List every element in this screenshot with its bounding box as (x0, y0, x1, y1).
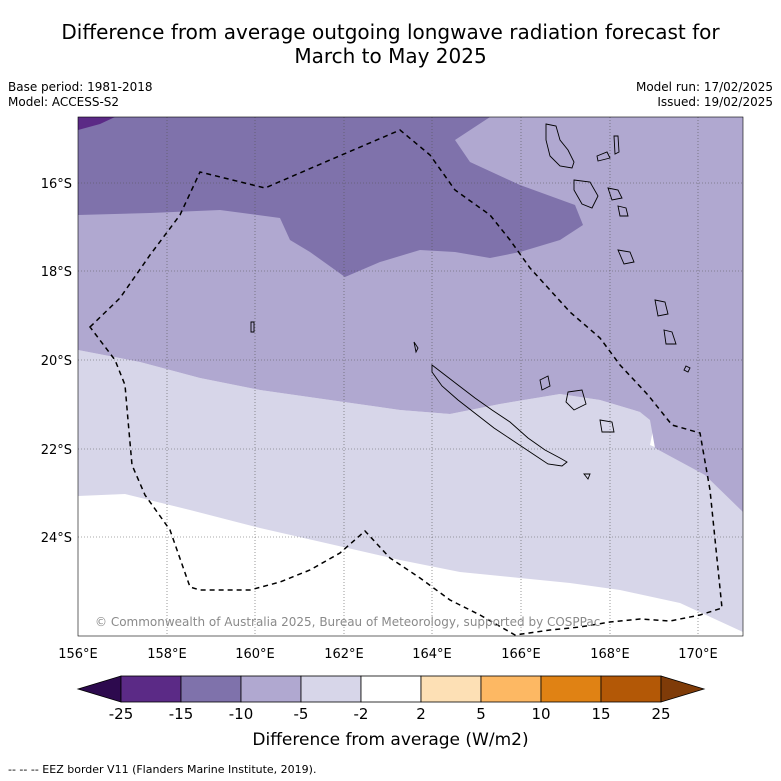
lon-label: 170°E (678, 647, 718, 662)
meta-left: Base period: 1981-2018 Model: ACCESS-S2 (8, 80, 153, 110)
chart-title: Difference from average outgoing longwav… (0, 20, 781, 68)
lat-label: 22°S (41, 443, 72, 458)
vanuatu-efate (617, 249, 635, 265)
eez-border (89, 129, 723, 636)
anomaly-band-white-south (78, 494, 743, 636)
colorbar-tick: 2 (416, 705, 426, 723)
chesterfield-reef (250, 321, 255, 333)
title-line-1: Difference from average outgoing longwav… (61, 20, 720, 44)
colorbar-swatch (420, 675, 482, 703)
islet-1 (413, 341, 419, 354)
lat-label: 20°S (41, 354, 72, 369)
coastlines (250, 123, 691, 480)
colorbar-tick: 5 (476, 705, 486, 723)
colorbar-tick: -2 (353, 705, 369, 723)
lon-label: 160°E (235, 647, 275, 662)
issued-date: Issued: 19/02/2025 (657, 95, 773, 109)
colorbar-extend-low (76, 675, 122, 703)
colorbar-swatch (180, 675, 242, 703)
colorbar-tick: -15 (168, 705, 194, 723)
meta-right: Model run: 17/02/2025 Issued: 19/02/2025 (636, 80, 773, 110)
colorbar-tick: 10 (531, 705, 551, 723)
loyalty-islands-2 (565, 389, 587, 411)
model-run: Model run: 17/02/2025 (635, 80, 773, 94)
vanuatu-epi (617, 205, 629, 217)
lat-label: 18°S (41, 265, 72, 280)
map-frame (77, 116, 744, 637)
anomaly-band-minus10 (78, 117, 583, 277)
lon-label: 162°E (324, 647, 364, 662)
colorbar-swatch (600, 675, 662, 703)
colorbar-tick: -25 (108, 705, 134, 723)
colorbar (76, 675, 706, 703)
colorbar-tick: 25 (651, 705, 671, 723)
lon-label: 156°E (58, 647, 98, 662)
colorbar-swatch (540, 675, 602, 703)
colorbar-title: Difference from average (W/m2) (252, 730, 529, 750)
anomaly-band-minus15 (78, 117, 115, 130)
colorbar-tick: 15 (591, 705, 611, 723)
copyright-text: © Commonwealth of Australia 2025, Bureau… (95, 615, 600, 629)
lat-label: 16°S (41, 177, 72, 192)
colorbar-swatch (360, 675, 422, 703)
colorbar-tick: -10 (228, 705, 254, 723)
lon-label: 158°E (147, 647, 187, 662)
longitude-labels: 156°E 158°E 160°E 162°E 164°E 166°E 168°… (58, 647, 718, 662)
colorbar-swatch (480, 675, 542, 703)
loyalty-islands-3 (599, 419, 615, 433)
colorbar-extend-high (660, 675, 706, 703)
title-line-2: March to May 2025 (294, 44, 487, 68)
colorbar-tick: -5 (293, 705, 309, 723)
lon-label: 164°E (412, 647, 452, 662)
latitude-labels: 16°S 18°S 20°S 22°S 24°S (41, 177, 72, 546)
vanuatu-islet (596, 151, 611, 162)
anomaly-field (78, 117, 743, 636)
lat-label: 24°S (41, 531, 72, 546)
base-period: Base period: 1981-2018 (8, 80, 153, 94)
isle-of-pines (583, 473, 591, 480)
vanuatu-ambrym (607, 187, 623, 201)
colorbar-swatch (120, 675, 182, 703)
colorbar-swatch (300, 675, 362, 703)
model-name: Model: ACCESS-S2 (8, 95, 120, 109)
vanuatu-maewo (613, 135, 620, 155)
vanuatu-erromango (654, 299, 669, 317)
colorbar-swatch (240, 675, 302, 703)
eez-footnote: -- -- -- EEZ border V11 (Flanders Marine… (8, 763, 317, 776)
loyalty-islands-1 (539, 375, 551, 391)
vanuatu-malakula (573, 179, 599, 209)
lon-label: 166°E (501, 647, 541, 662)
new-caledonia (431, 364, 568, 467)
vanuatu-espiritu-santo (545, 123, 575, 169)
graticule (78, 117, 743, 636)
lon-label: 168°E (590, 647, 630, 662)
vanuatu-aneityum (683, 365, 691, 373)
vanuatu-tanna (663, 329, 677, 345)
